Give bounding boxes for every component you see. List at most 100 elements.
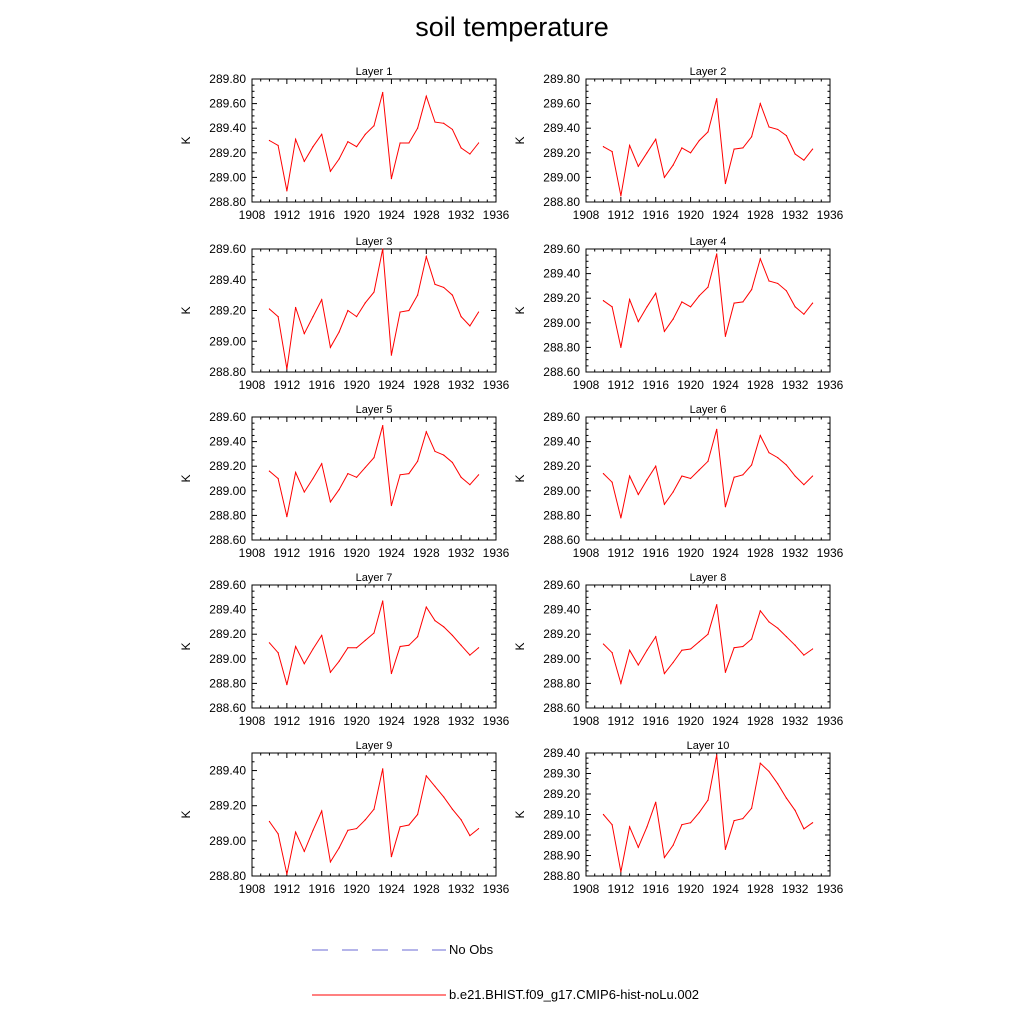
y-tick-label: 289.60 xyxy=(543,410,580,424)
data-point xyxy=(425,431,427,433)
data-point xyxy=(390,672,393,675)
data-point xyxy=(750,136,753,138)
data-point xyxy=(663,176,666,178)
x-tick-label: 1908 xyxy=(239,378,266,392)
data-point xyxy=(355,146,358,148)
data-point xyxy=(803,484,805,486)
x-tick-label: 1924 xyxy=(378,714,405,728)
y-tick-label: 289.40 xyxy=(543,267,580,281)
y-axis-label: K xyxy=(179,642,193,650)
data-point xyxy=(312,829,314,831)
data-point xyxy=(268,470,271,472)
data-point xyxy=(277,652,279,654)
data-point xyxy=(759,434,761,437)
y-tick-label: 289.20 xyxy=(209,304,246,318)
x-tick-label: 1932 xyxy=(782,546,809,560)
chart-title: soil temperature xyxy=(415,12,609,42)
x-tick-label: 1920 xyxy=(343,378,370,392)
x-tick-label: 1932 xyxy=(782,714,809,728)
data-point xyxy=(416,127,419,129)
data-point xyxy=(602,300,605,302)
data-point xyxy=(794,153,796,155)
data-point xyxy=(408,472,410,475)
data-point xyxy=(811,475,814,477)
data-point xyxy=(733,647,735,649)
data-point xyxy=(303,491,305,493)
data-point xyxy=(329,861,332,863)
data-point xyxy=(477,142,480,144)
y-tick-label: 289.20 xyxy=(543,459,580,473)
data-point xyxy=(628,298,631,301)
x-tick-label: 1924 xyxy=(712,546,739,560)
legend: No Obs b.e21.BHIST.f09_g17.CMIP6-hist-noL… xyxy=(312,942,699,1002)
data-point xyxy=(733,476,735,478)
y-tick-label: 288.60 xyxy=(209,701,246,715)
data-point xyxy=(777,282,779,285)
x-tick-label: 1928 xyxy=(413,546,440,560)
data-point xyxy=(303,160,305,163)
y-tick-label: 289.40 xyxy=(209,764,246,778)
y-tick-label: 288.80 xyxy=(543,340,580,354)
data-point xyxy=(355,827,358,830)
y-tick-label: 289.40 xyxy=(209,121,246,135)
data-point xyxy=(294,831,297,833)
x-tick-label: 1916 xyxy=(308,378,335,392)
y-tick-label: 289.00 xyxy=(543,828,580,842)
x-tick-label: 1920 xyxy=(677,546,704,560)
x-tick-label: 1936 xyxy=(817,378,844,392)
series-line xyxy=(603,98,813,196)
data-point xyxy=(399,826,401,828)
y-axis-label: K xyxy=(179,810,193,818)
data-point xyxy=(733,302,735,304)
y-tick-label: 289.60 xyxy=(209,97,246,111)
x-tick-label: 1912 xyxy=(608,714,635,728)
y-tick-label: 288.60 xyxy=(543,365,580,379)
data-point xyxy=(681,649,683,651)
panel-title: Layer 9 xyxy=(356,740,393,752)
x-tick-label: 1916 xyxy=(642,208,669,222)
data-point xyxy=(777,128,779,131)
x-tick-label: 1928 xyxy=(413,882,440,896)
series-line xyxy=(269,92,479,191)
data-point xyxy=(620,346,622,348)
y-axis-label: K xyxy=(513,136,527,144)
data-point xyxy=(646,306,648,308)
y-tick-label: 288.80 xyxy=(209,195,246,209)
data-point xyxy=(460,476,462,478)
x-tick-label: 1936 xyxy=(817,208,844,222)
data-point xyxy=(689,152,692,154)
x-tick-label: 1924 xyxy=(378,208,405,222)
data-point xyxy=(698,295,700,297)
data-point xyxy=(286,684,288,686)
data-point xyxy=(663,672,666,675)
y-tick-label: 289.00 xyxy=(543,316,580,330)
data-point xyxy=(416,813,419,816)
y-tick-label: 289.20 xyxy=(209,799,246,813)
x-tick-label: 1916 xyxy=(308,546,335,560)
data-point xyxy=(373,456,375,459)
data-point xyxy=(655,801,657,803)
data-point xyxy=(329,170,332,172)
data-point xyxy=(469,325,471,327)
panel-3: 1908 1912 1916 1920 1924 1928 1932 1936 288.80 28… xyxy=(179,236,510,392)
data-point xyxy=(620,517,622,519)
data-point xyxy=(451,128,454,131)
panel-title: Layer 6 xyxy=(690,404,727,416)
data-point xyxy=(803,828,805,830)
y-tick-label: 289.00 xyxy=(543,484,580,498)
x-tick-label: 1908 xyxy=(239,714,266,728)
panel-8: 1908 1912 1916 1920 1924 1928 1932 1936 288.60 28… xyxy=(513,572,844,728)
data-point xyxy=(321,299,323,301)
panel-9: 1908 1912 1916 1920 1924 1928 1932 1936 288.80 28… xyxy=(179,740,510,896)
data-point xyxy=(477,827,480,830)
data-point xyxy=(364,466,366,469)
data-point xyxy=(672,318,674,320)
data-point xyxy=(451,634,454,637)
x-tick-label: 1928 xyxy=(413,714,440,728)
data-point xyxy=(347,829,349,831)
data-point xyxy=(750,807,753,809)
data-point xyxy=(681,301,683,303)
data-point xyxy=(286,516,288,518)
panel-title: Layer 5 xyxy=(356,404,393,416)
x-tick-label: 1912 xyxy=(274,546,301,560)
